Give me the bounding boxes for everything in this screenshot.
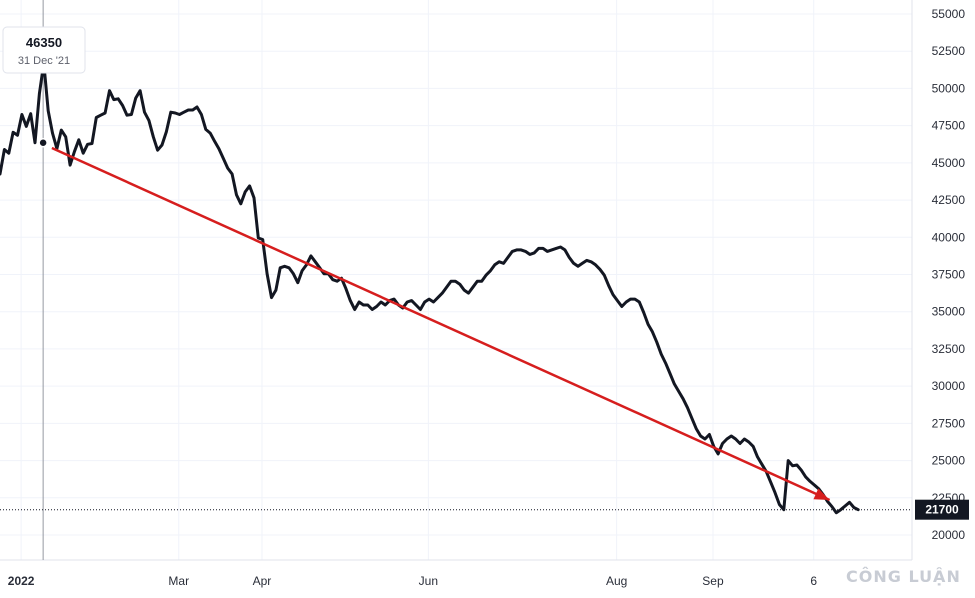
x-tick-label: 6 (810, 574, 817, 588)
last-price-tag-label: 21700 (925, 503, 959, 517)
price-line (0, 61, 860, 515)
price-series (0, 61, 860, 515)
trendline-arrow (51, 146, 831, 502)
grid (0, 0, 912, 560)
tooltip-date: 31 Dec '21 (18, 55, 70, 67)
y-tick-label: 55000 (932, 7, 966, 21)
last-price-tag-box (915, 499, 969, 520)
x-axis: 2022 Mar Apr Jun Aug Sep 6 (8, 574, 818, 588)
y-tick-label: 32500 (932, 342, 966, 356)
y-tick-label: 35000 (932, 305, 966, 319)
x-tick-label: Mar (168, 574, 189, 588)
watermark: CÔNG LUẬN (846, 566, 961, 586)
x-tick-label: Apr (253, 574, 272, 588)
tooltip: 46350 31 Dec '21 (2, 26, 86, 74)
y-tick-label: 40000 (932, 230, 966, 244)
y-tick-label: 47500 (932, 119, 966, 133)
tooltip-value: 46350 (26, 35, 62, 50)
y-tick-label: 50000 (932, 81, 966, 95)
y-tick-label: 45000 (932, 156, 966, 170)
y-tick-label: 20000 (932, 528, 966, 542)
y-tick-label: 25000 (932, 454, 966, 468)
tooltip-box (2, 26, 86, 74)
y-tick-label: 30000 (932, 379, 966, 393)
x-tick-label: Sep (702, 574, 724, 588)
y-tick-label: 52500 (932, 44, 966, 58)
last-price-tag: 21700 (915, 499, 969, 520)
x-tick-label: Jun (419, 574, 438, 588)
y-axis: 2000022500250002750030000325003500037500… (932, 7, 966, 542)
crosshair-marker (38, 138, 48, 148)
trendline-arrowhead (813, 488, 830, 501)
x-tick-label: Aug (606, 574, 627, 588)
y-tick-label: 42500 (932, 193, 966, 207)
x-tick-label: 2022 (8, 574, 35, 588)
y-tick-label: 27500 (932, 416, 966, 430)
trendline (51, 146, 831, 502)
y-tick-label: 37500 (932, 268, 966, 282)
